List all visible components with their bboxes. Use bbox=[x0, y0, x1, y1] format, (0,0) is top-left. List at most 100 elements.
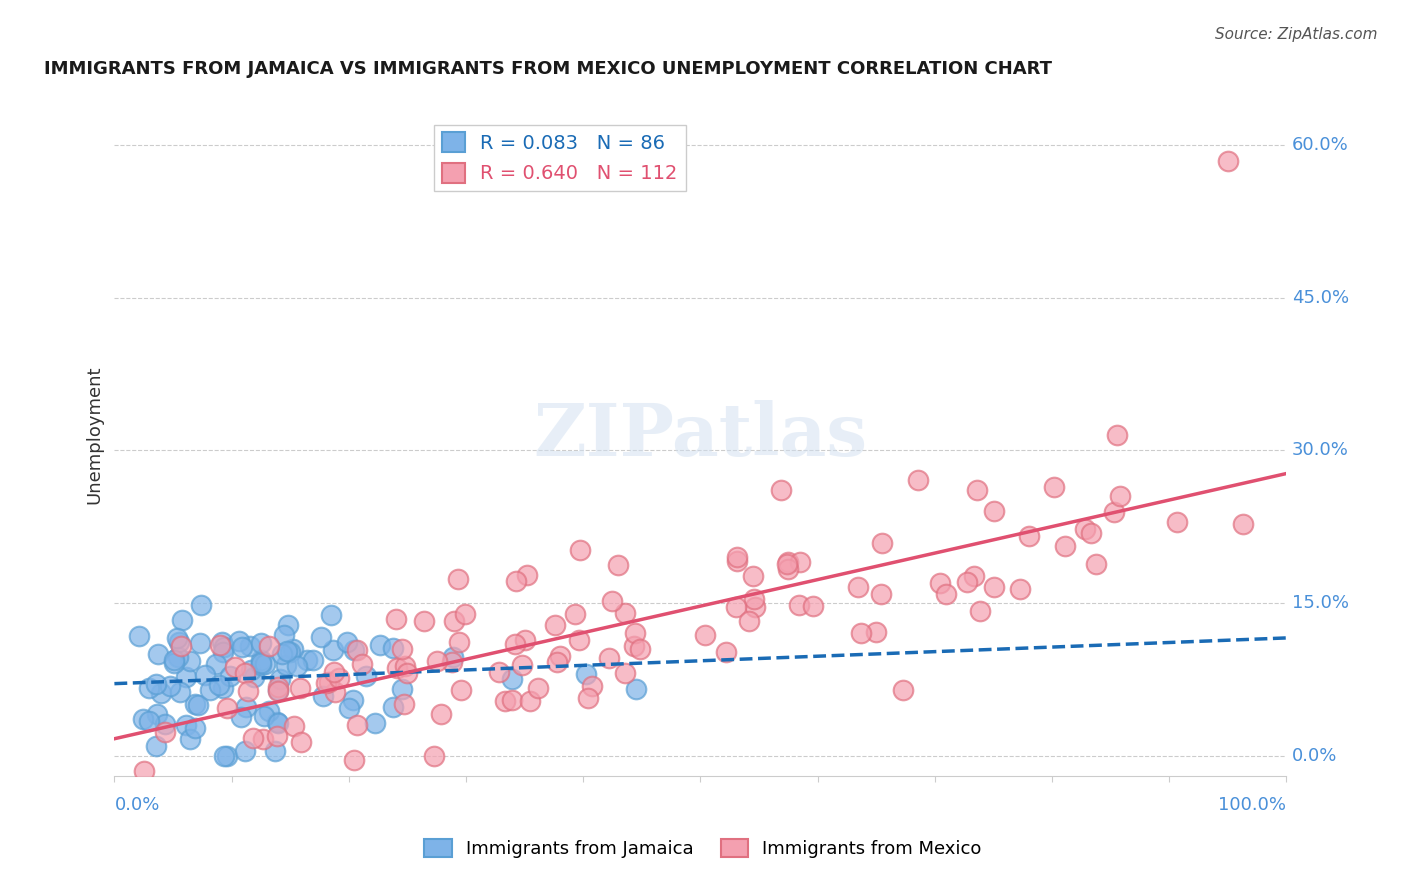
Point bbox=[146, 706, 169, 721]
Point bbox=[233, 744, 256, 758]
Point bbox=[725, 554, 748, 568]
Point bbox=[350, 657, 373, 671]
Point bbox=[149, 686, 172, 700]
Point bbox=[277, 617, 299, 632]
Point bbox=[907, 473, 929, 487]
Point bbox=[200, 683, 222, 698]
Point bbox=[250, 656, 273, 670]
Point bbox=[290, 681, 312, 695]
Point bbox=[623, 639, 645, 653]
Point bbox=[166, 649, 188, 664]
Point bbox=[169, 685, 191, 699]
Point bbox=[229, 710, 252, 724]
Point bbox=[302, 653, 325, 667]
Point bbox=[614, 607, 637, 621]
Point bbox=[266, 715, 288, 730]
Point bbox=[449, 634, 471, 648]
Point bbox=[450, 683, 472, 698]
Text: 60.0%: 60.0% bbox=[1292, 136, 1348, 154]
Point bbox=[259, 639, 281, 653]
Point bbox=[276, 643, 298, 657]
Point bbox=[290, 735, 312, 749]
Point bbox=[928, 576, 950, 591]
Point bbox=[394, 658, 416, 673]
Point bbox=[512, 657, 534, 672]
Text: 45.0%: 45.0% bbox=[1292, 289, 1350, 307]
Point bbox=[1216, 153, 1239, 168]
Point bbox=[343, 643, 366, 657]
Point bbox=[787, 598, 810, 612]
Point bbox=[870, 587, 893, 601]
Point bbox=[527, 681, 550, 695]
Point bbox=[693, 628, 716, 642]
Point bbox=[503, 637, 526, 651]
Point bbox=[211, 635, 233, 649]
Point bbox=[598, 651, 620, 665]
Point bbox=[430, 706, 453, 721]
Point bbox=[738, 614, 761, 628]
Point bbox=[337, 701, 360, 715]
Text: ZIPatlas: ZIPatlas bbox=[533, 400, 868, 471]
Point bbox=[242, 731, 264, 745]
Point bbox=[190, 636, 212, 650]
Point bbox=[309, 631, 332, 645]
Point bbox=[600, 594, 623, 608]
Point bbox=[263, 744, 285, 758]
Point bbox=[217, 748, 239, 763]
Point bbox=[963, 569, 986, 583]
Point bbox=[235, 700, 257, 714]
Point bbox=[494, 694, 516, 708]
Point bbox=[891, 682, 914, 697]
Point bbox=[935, 586, 957, 600]
Point bbox=[505, 574, 527, 589]
Point bbox=[356, 669, 378, 683]
Point bbox=[381, 641, 404, 656]
Point bbox=[267, 683, 290, 698]
Point bbox=[1043, 480, 1066, 494]
Point bbox=[983, 504, 1005, 518]
Point bbox=[742, 592, 765, 607]
Point bbox=[776, 557, 799, 571]
Point bbox=[194, 668, 217, 682]
Point bbox=[392, 698, 415, 712]
Point bbox=[513, 632, 536, 647]
Point bbox=[212, 748, 235, 763]
Point bbox=[343, 753, 366, 767]
Point bbox=[276, 658, 298, 673]
Point bbox=[714, 645, 737, 659]
Point bbox=[228, 634, 250, 648]
Point bbox=[163, 653, 186, 667]
Point bbox=[624, 625, 647, 640]
Point bbox=[441, 655, 464, 669]
Point bbox=[801, 599, 824, 613]
Point bbox=[253, 708, 276, 723]
Point bbox=[1166, 515, 1188, 529]
Point bbox=[346, 718, 368, 732]
Point bbox=[396, 666, 419, 681]
Point bbox=[346, 643, 368, 657]
Point bbox=[966, 483, 988, 497]
Point bbox=[243, 670, 266, 684]
Point bbox=[170, 639, 193, 653]
Point bbox=[153, 717, 176, 731]
Point bbox=[250, 653, 273, 667]
Point bbox=[544, 618, 567, 632]
Point bbox=[328, 671, 350, 685]
Point bbox=[443, 614, 465, 628]
Point bbox=[446, 572, 468, 586]
Point bbox=[983, 580, 1005, 594]
Point bbox=[412, 614, 434, 628]
Point bbox=[128, 629, 150, 643]
Point bbox=[155, 725, 177, 739]
Point bbox=[224, 660, 246, 674]
Point bbox=[273, 628, 295, 642]
Point bbox=[145, 739, 167, 753]
Point bbox=[488, 665, 510, 679]
Point bbox=[267, 680, 290, 694]
Point bbox=[569, 542, 592, 557]
Point bbox=[724, 600, 747, 615]
Text: 100.0%: 100.0% bbox=[1218, 797, 1286, 814]
Point bbox=[212, 640, 235, 655]
Point bbox=[546, 656, 568, 670]
Point bbox=[1232, 516, 1254, 531]
